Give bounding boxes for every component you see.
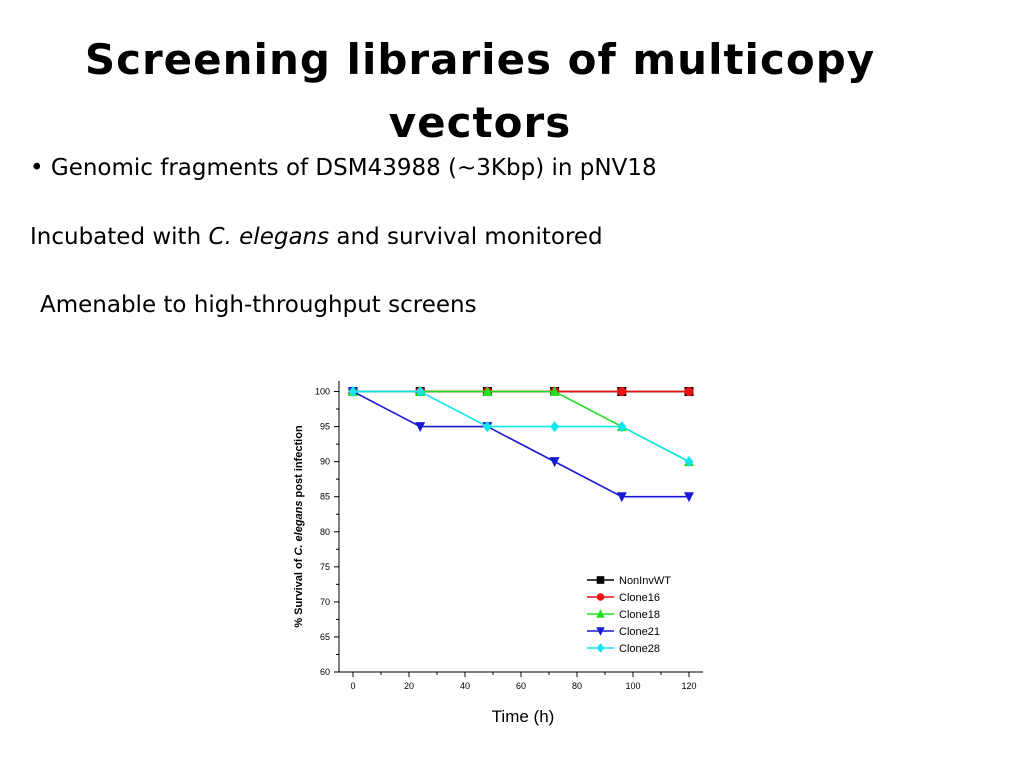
series-line-clone28 — [353, 390, 690, 463]
y-axis-label-start: % Survival of — [293, 556, 305, 628]
bullet-genomic-fragments: • Genomic fragments of DSM43988 (~3Kbp) … — [30, 155, 657, 181]
incubation-text-start: Incubated with — [30, 224, 209, 250]
high-throughput-text: Amenable to high-throughput screens — [40, 292, 477, 318]
point-clone21 — [549, 457, 560, 468]
y-axis-label-species: C. elegans — [293, 501, 305, 556]
y-tick-label: 90 — [320, 457, 330, 467]
x-tick-label: 0 — [350, 681, 355, 691]
x-tick-label: 120 — [681, 681, 696, 691]
x-tick-label: 80 — [572, 681, 582, 691]
legend-marker-clone21 — [596, 627, 605, 636]
point-clone28 — [482, 421, 492, 433]
legend-marker-noninvwt — [596, 576, 605, 584]
y-tick-label: 85 — [320, 492, 330, 502]
x-tick-label: 100 — [625, 681, 640, 691]
y-axis-label-end: post infection — [293, 425, 305, 500]
y-axis-label: % Survival of C. elegans post infection — [293, 425, 305, 628]
legend-label-clone28: Clone28 — [619, 643, 660, 655]
y-tick-label: 95 — [320, 422, 330, 432]
legend-label-noninvwt: NonInvWT — [619, 575, 671, 587]
y-tick-label: 60 — [320, 667, 330, 677]
legend-label-clone21: Clone21 — [619, 626, 660, 638]
x-tick-label: 20 — [404, 681, 414, 691]
y-tick-label: 65 — [320, 632, 330, 642]
point-clone18 — [549, 386, 560, 397]
series-line-clone21 — [352, 390, 689, 498]
y-tick-label: 70 — [320, 597, 330, 607]
point-clone28 — [415, 386, 425, 398]
point-clone16 — [617, 387, 627, 397]
point-clone21 — [415, 422, 426, 433]
legend-label-clone16: Clone16 — [619, 592, 660, 604]
point-clone28 — [550, 421, 560, 433]
y-tick-label: 75 — [320, 562, 330, 572]
point-clone18 — [482, 386, 493, 397]
legend-label-clone18: Clone18 — [619, 609, 660, 621]
incubation-text-species: C. elegans — [208, 224, 330, 250]
point-clone21 — [684, 492, 694, 503]
y-tick-label: 100 — [315, 387, 330, 397]
incubation-text-end: and survival monitored — [329, 224, 603, 250]
incubation-text: Incubated with C. elegans and survival m… — [30, 224, 603, 250]
point-clone28 — [684, 456, 694, 468]
x-tick-label: 40 — [460, 681, 470, 691]
x-axis-label: Time (h) — [492, 707, 555, 726]
y-tick-label: 80 — [320, 527, 330, 537]
point-clone28 — [348, 386, 358, 398]
point-clone21 — [616, 492, 627, 503]
legend-marker-clone16 — [596, 593, 605, 601]
legend-marker-clone28 — [596, 643, 605, 653]
point-clone16 — [684, 387, 694, 397]
x-tick-label: 60 — [516, 681, 526, 691]
legend-marker-clone18 — [596, 609, 605, 618]
slide-title: Screening libraries of multicopy vectors — [40, 28, 920, 154]
slide-title-line-2: vectors — [388, 98, 572, 147]
point-clone28 — [617, 421, 627, 433]
slide-title-line-1: Screening libraries of multicopy — [84, 35, 876, 84]
